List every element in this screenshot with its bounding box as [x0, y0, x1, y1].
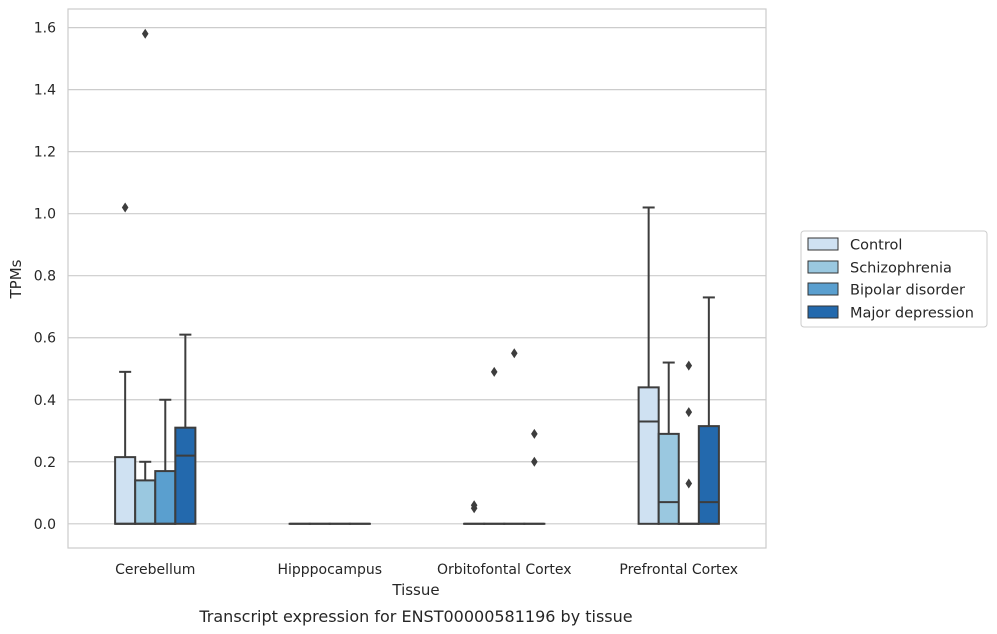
y-axis-ticks: 0.0 0.2 0.4 0.6 0.8 1.0 1.2 1.4 1.6: [34, 21, 56, 533]
y-tick-label: 0.2: [34, 455, 56, 471]
outlier-point: [685, 360, 693, 371]
box-cerebellum-major-depression: [174, 333, 197, 525]
outlier-point: [121, 202, 129, 213]
legend-label-bipolar-disorder: Bipolar disorder: [850, 283, 965, 299]
box-iqr: [134, 479, 157, 525]
legend-label-major-depression: Major depression: [850, 306, 974, 322]
outlier-point: [685, 407, 693, 418]
y-tick-label: 0.0: [34, 517, 56, 533]
boxes: [114, 28, 720, 525]
outlier-point: [531, 428, 538, 439]
box-cerebellum-bipolar-disorder: [154, 398, 177, 525]
outlier-point: [685, 478, 693, 489]
x-tick-label: Cerebellum: [115, 562, 195, 578]
box-iqr: [697, 425, 720, 525]
box-iqr: [657, 432, 680, 525]
legend: Control Schizophrenia Bipolar disorder M…: [800, 230, 988, 328]
box-prefrontal-cortex-schizophrenia: [657, 361, 680, 525]
y-tick-label: 0.4: [34, 393, 56, 409]
y-tick-label: 1.6: [34, 21, 56, 37]
box-prefrontal-cortex-control: [637, 206, 660, 525]
x-tick-label: Hipppocampus: [277, 562, 382, 578]
x-tick-label: Prefrontal Cortex: [619, 562, 738, 578]
box-iqr: [637, 386, 660, 525]
y-tick-label: 1.4: [34, 83, 56, 99]
legend-label-schizophrenia: Schizophrenia: [850, 261, 952, 277]
box-cerebellum-control: [114, 202, 137, 525]
box-prefrontal-cortex-major-depression: [697, 296, 720, 525]
box-iqr: [114, 456, 137, 525]
box-iqr: [174, 426, 197, 525]
outlier-point: [470, 500, 478, 511]
box-cerebellum-schizophrenia: [134, 28, 157, 525]
legend-swatch-major-depression: [807, 305, 839, 319]
y-axis-label: TPMs: [7, 259, 25, 299]
legend-swatch-bipolar-disorder: [807, 282, 839, 296]
y-tick-label: 0.8: [34, 269, 56, 285]
x-axis-label: Tissue: [391, 581, 439, 599]
box-orbitofontal-cortex-major-depression: [523, 428, 546, 525]
outlier-point: [510, 348, 518, 359]
box-prefrontal-cortex-bipolar-disorder: [677, 360, 700, 525]
x-tick-label: Orbitofontal Cortex: [437, 562, 572, 578]
box-orbitofontal-cortex-control: [463, 500, 486, 525]
legend-swatch-control: [807, 237, 839, 251]
plot-frame: [67, 8, 767, 549]
y-tick-label: 1.0: [34, 207, 56, 223]
outlier-point: [531, 456, 538, 467]
box-orbitofontal-cortex-bipolar-disorder: [503, 348, 526, 525]
y-tick-label: 0.6: [34, 331, 56, 347]
legend-frame: [800, 230, 988, 328]
legend-label-control: Control: [850, 238, 902, 254]
outlier-point: [490, 366, 498, 377]
box-iqr: [154, 470, 177, 525]
chart-caption: Transcript expression for ENST0000058119…: [198, 607, 632, 626]
y-tick-label: 1.2: [34, 145, 56, 161]
outlier-point: [141, 28, 149, 39]
box-orbitofontal-cortex-schizophrenia: [483, 366, 506, 525]
legend-swatch-schizophrenia: [807, 260, 839, 274]
x-axis-ticks: Cerebellum Hipppocampus Orbitofontal Corte…: [115, 562, 738, 578]
